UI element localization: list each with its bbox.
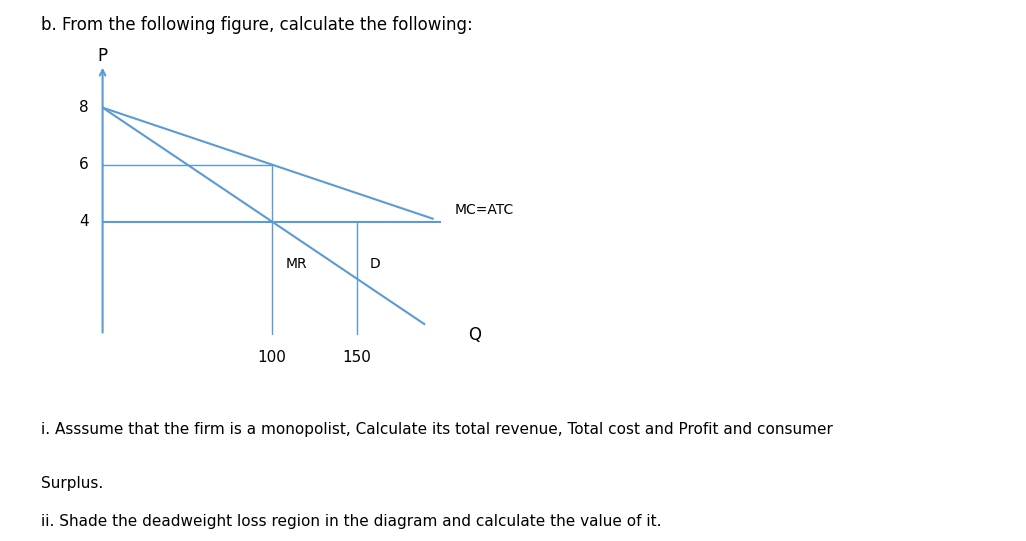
Text: D: D [370,257,381,271]
Text: MR: MR [285,257,307,271]
Text: 6: 6 [79,157,89,172]
Text: MC=ATC: MC=ATC [455,203,514,217]
Text: i. Asssume that the firm is a monopolist, Calculate its total revenue, Total cos: i. Asssume that the firm is a monopolist… [41,422,833,437]
Text: Q: Q [468,326,481,345]
Text: 4: 4 [79,214,89,229]
Text: b. From the following figure, calculate the following:: b. From the following figure, calculate … [41,16,473,34]
Text: 100: 100 [258,349,286,365]
Text: 8: 8 [79,100,89,115]
Text: P: P [97,47,108,65]
Text: Surplus.: Surplus. [41,476,104,491]
Text: ii. Shade the deadweight loss region in the diagram and calculate the value of i: ii. Shade the deadweight loss region in … [41,514,662,529]
Text: 150: 150 [342,349,371,365]
